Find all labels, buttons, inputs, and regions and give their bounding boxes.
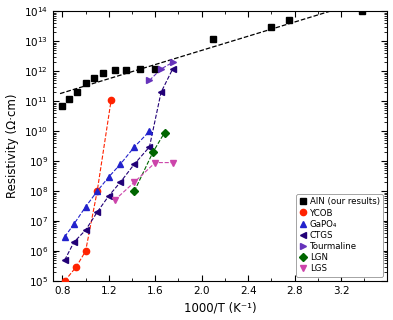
- X-axis label: 1000/T (K⁻¹): 1000/T (K⁻¹): [184, 301, 257, 315]
- GaPO₄: [95, 189, 99, 193]
- CTGS: [83, 228, 88, 232]
- Tourmaline: [170, 60, 175, 64]
- LGS: [153, 161, 158, 164]
- LGN: [151, 150, 155, 154]
- AlN (our results): [91, 76, 96, 80]
- AlN (our results): [269, 25, 274, 29]
- LGS: [132, 180, 137, 184]
- GaPO₄: [62, 235, 67, 239]
- GaPO₄: [83, 205, 88, 209]
- AlN (our results): [360, 10, 364, 13]
- AlN (our results): [83, 81, 88, 85]
- AlN (our results): [112, 68, 117, 72]
- LGN: [132, 189, 137, 193]
- Y-axis label: Resistivity (Ω·cm): Resistivity (Ω·cm): [6, 94, 18, 198]
- Line: YCOB: YCOB: [62, 97, 114, 284]
- LGS: [170, 161, 175, 164]
- GaPO₄: [147, 129, 152, 133]
- CTGS: [159, 90, 163, 94]
- CTGS: [147, 145, 152, 149]
- CTGS: [118, 180, 123, 184]
- Line: CTGS: CTGS: [62, 66, 176, 263]
- Legend: AlN (our results), YCOB, GaPO₄, CTGS, Tourmaline, LGN, LGS: AlN (our results), YCOB, GaPO₄, CTGS, To…: [296, 194, 383, 277]
- AlN (our results): [67, 97, 72, 101]
- CTGS: [62, 258, 67, 262]
- CTGS: [107, 194, 111, 198]
- LGN: [162, 131, 167, 134]
- Tourmaline: [147, 78, 152, 82]
- Line: LGS: LGS: [112, 159, 176, 203]
- YCOB: [83, 249, 88, 253]
- AlN (our results): [75, 90, 80, 94]
- AlN (our results): [101, 71, 105, 75]
- AlN (our results): [60, 104, 65, 108]
- CTGS: [95, 210, 99, 214]
- LGS: [112, 198, 117, 202]
- Line: LGN: LGN: [131, 130, 168, 194]
- Line: AlN (our results): AlN (our results): [59, 8, 365, 109]
- AlN (our results): [153, 67, 158, 71]
- YCOB: [62, 279, 67, 283]
- AlN (our results): [211, 37, 216, 41]
- CTGS: [132, 162, 137, 166]
- AlN (our results): [286, 19, 291, 22]
- AlN (our results): [124, 68, 129, 71]
- GaPO₄: [132, 145, 137, 149]
- Line: Tourmaline: Tourmaline: [146, 59, 176, 84]
- GaPO₄: [72, 222, 76, 226]
- Line: GaPO₄: GaPO₄: [62, 128, 152, 240]
- AlN (our results): [138, 67, 143, 71]
- GaPO₄: [107, 175, 111, 179]
- YCOB: [109, 98, 114, 102]
- YCOB: [74, 265, 79, 269]
- CTGS: [72, 240, 76, 244]
- CTGS: [170, 67, 175, 71]
- Tourmaline: [159, 67, 163, 71]
- YCOB: [95, 189, 99, 193]
- GaPO₄: [118, 162, 123, 166]
